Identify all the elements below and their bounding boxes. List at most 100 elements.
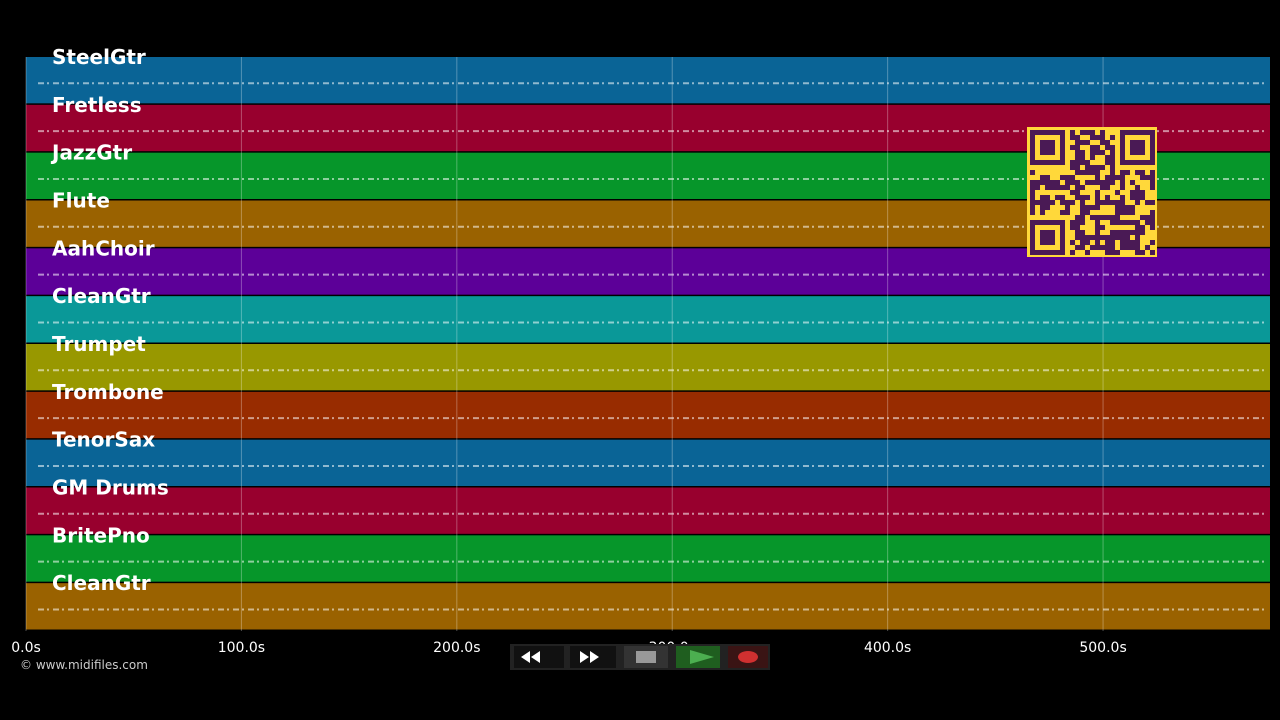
qr-cell [1075, 220, 1080, 225]
qr-cell [1110, 170, 1115, 175]
qr-cell [1125, 245, 1130, 250]
qr-cell [1110, 235, 1115, 240]
qr-cell [1110, 160, 1115, 165]
qr-cell [1120, 245, 1125, 250]
track-band [26, 487, 1270, 534]
qr-cell [1085, 240, 1090, 245]
qr-cell [1060, 210, 1065, 215]
qr-cell [1120, 230, 1125, 235]
x-tick-label: 200.0s [433, 640, 480, 656]
qr-cell [1105, 175, 1110, 180]
qr-cell [1135, 185, 1140, 190]
qr-cell [1080, 200, 1085, 205]
qr-cell [1040, 180, 1045, 185]
qr-cell [1130, 230, 1135, 235]
qr-cell [1050, 200, 1055, 205]
track-label: CleanGtr [52, 284, 151, 308]
qr-cell [1060, 200, 1065, 205]
qr-cell [1095, 165, 1100, 170]
qr-cell [1150, 175, 1155, 180]
stop-button[interactable] [624, 646, 668, 668]
qr-cell [1135, 250, 1140, 255]
qr-cell [1135, 190, 1140, 195]
qr-cell [1135, 230, 1140, 235]
qr-cell [1060, 185, 1065, 190]
qr-cell [1120, 180, 1125, 185]
x-tick-label: 400.0s [864, 640, 911, 656]
qr-cell [1080, 230, 1085, 235]
qr-finder [1040, 230, 1055, 245]
qr-cell [1040, 200, 1045, 205]
qr-cell [1125, 210, 1130, 215]
qr-cell [1075, 245, 1080, 250]
qr-cell [1045, 180, 1050, 185]
qr-cell [1080, 210, 1085, 215]
qr-cell [1080, 240, 1085, 245]
track-labels: SteelGtr Fretless JazzGtr Flute AahChoir Clea… [50, 45, 169, 595]
track-band [26, 583, 1270, 630]
qr-cell [1040, 175, 1045, 180]
qr-cell [1080, 155, 1085, 160]
qr-cell [1030, 210, 1035, 215]
qr-cell [1090, 170, 1095, 175]
qr-cell [1115, 215, 1120, 220]
qr-cell [1075, 140, 1080, 145]
qr-cell [1090, 235, 1095, 240]
qr-cell [1130, 195, 1135, 200]
qr-cell [1120, 220, 1125, 225]
qr-cell [1150, 250, 1155, 255]
qr-cell [1140, 215, 1145, 220]
qr-cell [1080, 245, 1085, 250]
qr-cell [1115, 210, 1120, 215]
track-label: BritePno [52, 523, 150, 547]
icon [521, 651, 540, 663]
qr-cell [1030, 170, 1035, 175]
play-button[interactable] [676, 646, 720, 668]
track-label: AahChoir [52, 236, 155, 260]
qr-cell [1080, 195, 1085, 200]
qr-cell [1135, 220, 1140, 225]
qr-cell [1125, 240, 1130, 245]
qr-cell [1075, 155, 1080, 160]
qr-cell [1085, 205, 1090, 210]
qr-cell [1095, 145, 1100, 150]
qr-cell [1120, 185, 1125, 190]
rewind-button[interactable] [514, 646, 564, 668]
qr-code [1027, 127, 1157, 257]
qr-cell [1125, 230, 1130, 235]
qr-cell [1100, 200, 1105, 205]
qr-cell [1085, 210, 1090, 215]
copyright: © www.midifiles.com [20, 658, 148, 672]
qr-cell [1150, 200, 1155, 205]
track-label: Trombone [52, 380, 164, 404]
qr-cell [1150, 170, 1155, 175]
qr-cell [1100, 215, 1105, 220]
qr-cell [1075, 185, 1080, 190]
qr-cell [1105, 250, 1110, 255]
qr-cell [1095, 135, 1100, 140]
forward-button[interactable] [570, 646, 616, 668]
track-band [26, 57, 1270, 104]
qr-cell [1075, 235, 1080, 240]
qr-cell [1040, 205, 1045, 210]
qr-cell [1120, 170, 1125, 175]
qr-cell [1065, 200, 1070, 205]
qr-cell [1080, 160, 1085, 165]
record-button[interactable] [728, 646, 768, 668]
qr-cell [1125, 235, 1130, 240]
x-tick-label: 500.0s [1079, 640, 1126, 656]
track-band [26, 439, 1270, 486]
qr-cell [1125, 205, 1130, 210]
qr-cell [1070, 220, 1075, 225]
qr-cell [1110, 250, 1115, 255]
qr-cell [1110, 135, 1115, 140]
qr-cell [1085, 130, 1090, 135]
qr-cell [1110, 240, 1115, 245]
icon [690, 650, 714, 664]
qr-cell [1100, 130, 1105, 135]
qr-cell [1030, 190, 1035, 195]
qr-cell [1090, 155, 1095, 160]
qr-cell [1140, 195, 1145, 200]
qr-cell [1110, 220, 1115, 225]
qr-cell [1085, 170, 1090, 175]
